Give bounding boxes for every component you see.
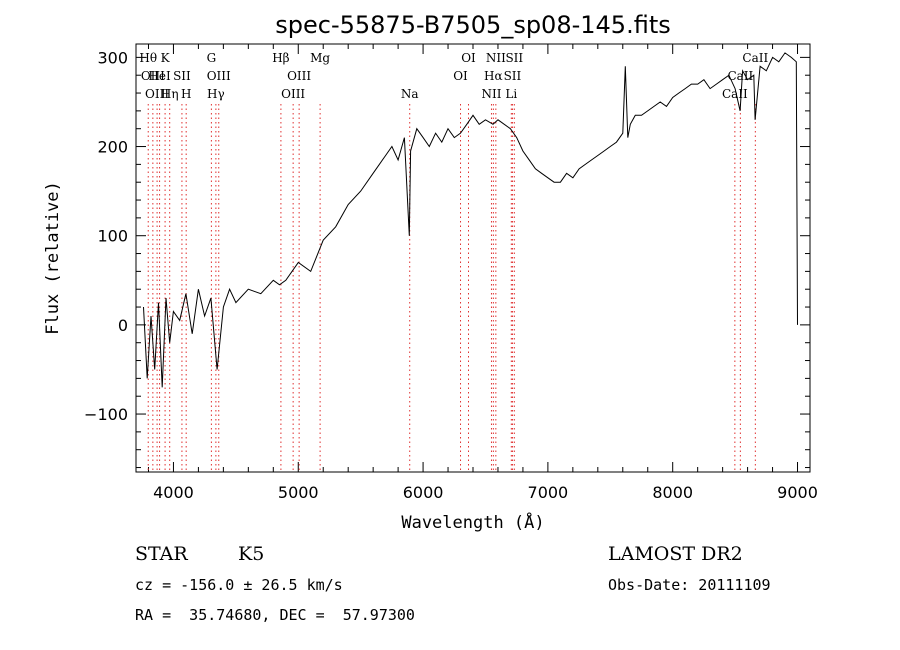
y-axis-label: Flux (relative): [43, 181, 63, 335]
y-tick-label: 100: [97, 227, 128, 246]
line-marker-label: OIII: [287, 69, 311, 83]
line-marker-label: HeI: [148, 69, 171, 83]
line-marker-label: Hβ: [272, 51, 289, 65]
x-tick-label: 6000: [403, 483, 444, 502]
line-marker-label: OI: [453, 69, 468, 83]
x-tick-label: 7000: [528, 483, 569, 502]
y-tick-label: 300: [97, 48, 128, 67]
line-marker-label: K: [161, 51, 171, 65]
line-marker-label: OIII: [141, 69, 165, 83]
line-marker-label: G: [207, 51, 217, 65]
line-marker-label: Na: [401, 87, 419, 101]
x-tick-label: 4000: [153, 483, 194, 502]
line-marker-label: OIII: [281, 87, 305, 101]
redshift-velocity: cz = -156.0 ± 26.5 km/s: [135, 576, 343, 594]
object-subclass: K5: [238, 543, 265, 565]
line-marker-label: OIII: [207, 69, 231, 83]
y-tick-label: 0: [118, 316, 128, 335]
line-marker-label: H: [181, 87, 191, 101]
line-marker-label: Hγ: [207, 87, 225, 101]
line-marker-label: OI: [461, 51, 476, 65]
plot-frame: [135, 43, 811, 473]
survey-name: LAMOST DR2: [608, 543, 743, 565]
x-tick-label: 9000: [777, 483, 818, 502]
line-marker-label: Hη: [161, 87, 179, 101]
line-marker-label: Li: [505, 87, 517, 101]
line-marker-label: SII: [504, 69, 522, 83]
line-marker-label: Hθ: [139, 51, 157, 65]
line-marker-label: NII: [486, 51, 506, 65]
x-tick-label: 5000: [278, 483, 319, 502]
line-marker-label: NII: [481, 87, 501, 101]
spectrum-line: [143, 52, 798, 388]
x-axis-label: Wavelength (Å): [401, 511, 544, 533]
line-marker-label: SII: [173, 69, 191, 83]
observation-date: Obs-Date: 20111109: [608, 576, 771, 594]
y-tick-label: −100: [84, 405, 128, 424]
object-class: STAR: [135, 543, 188, 565]
line-marker-label: CaII: [742, 51, 768, 65]
line-marker-label: SII: [505, 51, 523, 65]
y-tick-label: 200: [97, 138, 128, 157]
x-tick-label: 8000: [652, 483, 693, 502]
chart-title: spec-55875-B7505_sp08-145.fits: [275, 11, 670, 39]
coordinates: RA = 35.74680, DEC = 57.97300: [135, 606, 415, 624]
line-marker-label: OIII: [145, 87, 169, 101]
line-marker-label: Mg: [310, 51, 330, 65]
line-marker-label: Hα: [484, 69, 503, 83]
